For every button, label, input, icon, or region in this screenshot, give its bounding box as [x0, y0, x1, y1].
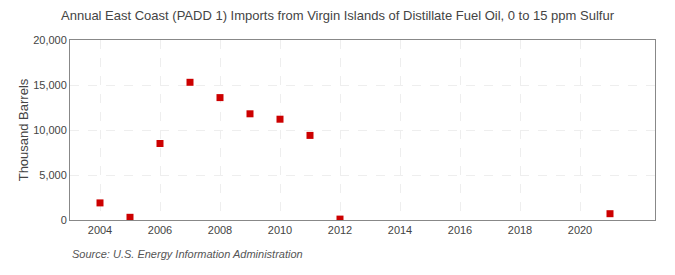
svg-text:10,000: 10,000	[33, 124, 67, 136]
svg-text:2008: 2008	[208, 224, 232, 236]
svg-text:2010: 2010	[268, 224, 292, 236]
svg-text:20,000: 20,000	[33, 34, 67, 46]
svg-text:2020: 2020	[568, 224, 592, 236]
svg-text:2018: 2018	[508, 224, 532, 236]
svg-text:2016: 2016	[448, 224, 472, 236]
svg-text:Annual East Coast (PADD 1) Imp: Annual East Coast (PADD 1) Imports from …	[61, 8, 615, 23]
svg-text:2014: 2014	[388, 224, 412, 236]
svg-text:5,000: 5,000	[39, 169, 67, 181]
svg-text:15,000: 15,000	[33, 79, 67, 91]
svg-text:2006: 2006	[148, 224, 172, 236]
svg-text:2004: 2004	[88, 224, 112, 236]
svg-text:0: 0	[61, 214, 67, 226]
svg-text:Source: U.S. Energy Informatio: Source: U.S. Energy Information Administ…	[72, 248, 303, 260]
svg-text:Thousand Barrels: Thousand Barrels	[16, 78, 31, 181]
svg-text:2012: 2012	[328, 224, 352, 236]
